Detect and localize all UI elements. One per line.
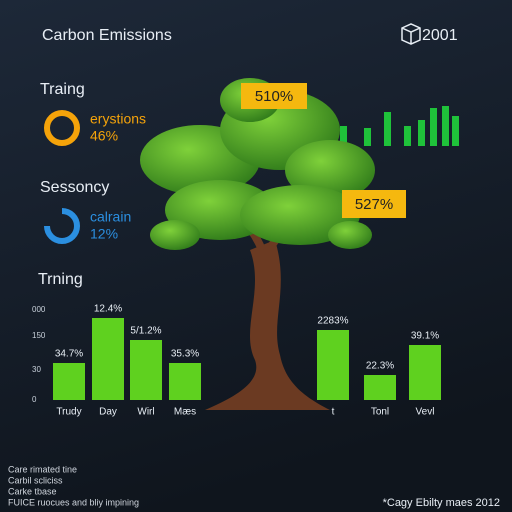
bar <box>92 318 124 400</box>
x-tick-label: Trudy <box>56 407 81 418</box>
x-tick-label: Vevl <box>416 407 435 418</box>
bar <box>169 363 201 400</box>
bar-text: 39.1% <box>411 331 439 342</box>
x-tick-label: Tonl <box>371 407 389 418</box>
y-axis-label: 0 <box>32 395 37 404</box>
footnote: Carbil scliciss <box>8 475 63 485</box>
x-tick-label: t <box>332 407 335 418</box>
y-axis-label: 000 <box>32 305 46 314</box>
x-tick-label: Mæs <box>174 407 196 418</box>
bar-text: 2283% <box>317 316 348 327</box>
bar-text: 12.4% <box>94 304 122 315</box>
footnote: Care rimated tine <box>8 464 77 474</box>
bar-text: 22.3% <box>366 361 394 372</box>
ring-value: 46% <box>90 128 118 144</box>
y-axis-label: 150 <box>32 331 46 340</box>
bar <box>364 375 396 400</box>
bar-text: 35.3% <box>171 349 199 360</box>
callout: 527% <box>355 196 393 213</box>
panel-title: Traing <box>40 81 85 98</box>
x-tick-label: Day <box>99 407 117 418</box>
callout-box <box>241 83 307 109</box>
title: Carbon Emissions <box>42 27 172 44</box>
bar <box>317 330 349 400</box>
bar <box>130 340 162 400</box>
callout-box <box>342 190 406 218</box>
chart-title: Trning <box>38 271 83 288</box>
panel-title: Sessoncy <box>40 179 109 196</box>
y-axis-label: 30 <box>32 365 41 374</box>
year: 2001 <box>422 27 458 44</box>
ring-label: erystions <box>90 111 146 127</box>
footnote: Carke tbase <box>8 486 57 496</box>
source: *Cagy Ebilty maes 2012 <box>383 497 500 509</box>
bar-text: 5/1.2% <box>130 326 161 337</box>
ring-label: calrain <box>90 209 131 225</box>
tree <box>140 78 375 410</box>
ring <box>44 110 80 146</box>
ring-value: 12% <box>90 226 118 242</box>
callout: 510% <box>255 88 293 105</box>
cube-icon <box>401 23 421 45</box>
bar-text: 34.7% <box>55 349 83 360</box>
bar <box>409 345 441 400</box>
bar <box>53 363 85 400</box>
x-tick-label: Wirl <box>137 407 154 418</box>
ring <box>44 208 80 244</box>
footnote: FUICE ruocues and bliy impining <box>8 497 139 507</box>
